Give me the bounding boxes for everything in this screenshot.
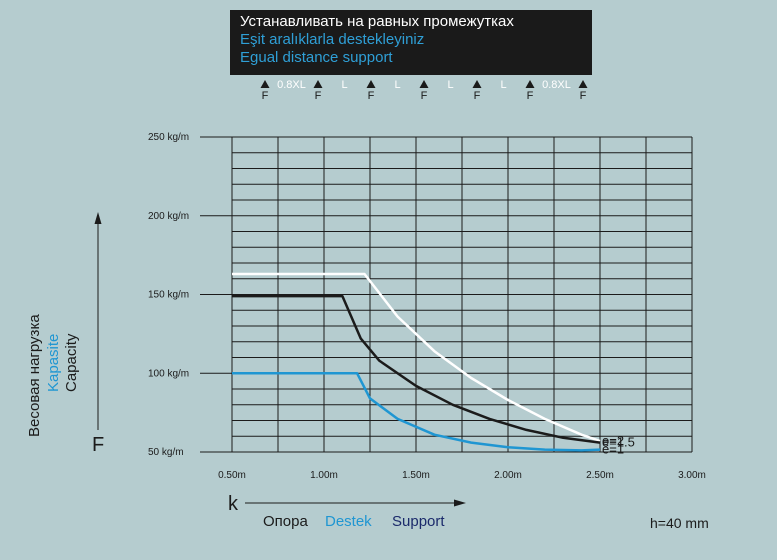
series-label: e=1 [602, 442, 624, 457]
header-line-en: Egual distance support [240, 49, 393, 66]
y-tick-label: 100 kg/m [148, 368, 189, 379]
y-tick-label: 250 kg/m [148, 132, 189, 143]
support-arrow [525, 80, 535, 88]
support-arrow [419, 80, 429, 88]
series-label: e=2 [602, 433, 624, 448]
header-line-ru: Устанавливать на равных промежутках [240, 13, 514, 30]
chart-grid [200, 136, 693, 453]
y-axis-label-ru: Весовая нагрузка [26, 314, 43, 437]
y-axis-symbol: F [92, 434, 105, 456]
x-axis-label-en: Support [392, 513, 445, 530]
series-lines: e=2e=1.5e=1 [232, 272, 635, 457]
x-axis-label-tr: Destek [325, 513, 372, 530]
y-axis-label-en: Capacity [63, 333, 80, 392]
support-label: F [262, 90, 269, 102]
support-label: F [474, 90, 481, 102]
span-label: L [500, 79, 506, 91]
support-label: F [315, 90, 322, 102]
series-line-e-1-5 [232, 294, 601, 444]
x-tick-label: 1.00m [310, 470, 338, 481]
support-arrow [260, 80, 270, 88]
series-label: e=1.5 [602, 435, 635, 450]
series-line-e-2 [232, 272, 601, 443]
header-line-tr: Eşit aralıklarla destekleyiniz [240, 31, 425, 48]
y-tick-label: 150 kg/m [148, 290, 189, 301]
y-axis-label-tr: Kapasite [45, 333, 62, 392]
span-label: L [341, 79, 347, 91]
axis-arrows [94, 212, 466, 507]
support-label: F [368, 90, 375, 102]
y-tick-label: 200 kg/m [148, 211, 189, 222]
span-label: 0.8XL [542, 79, 571, 91]
support-arrow [472, 80, 482, 88]
x-tick-label: 0.50m [218, 470, 246, 481]
x-tick-label: 2.50m [586, 470, 614, 481]
support-arrow [578, 80, 588, 88]
support-arrow [366, 80, 376, 88]
support-label: F [580, 90, 587, 102]
y-tick-label: 50 kg/m [148, 447, 184, 458]
support-label: F [421, 90, 428, 102]
x-tick-label: 3.00m [678, 470, 706, 481]
x-tick-label: 2.00m [494, 470, 522, 481]
support-arrow [313, 80, 323, 88]
x-axis-arrow-head [454, 499, 466, 507]
span-label: L [394, 79, 400, 91]
tick-labels: 50 kg/m 100 kg/m 150 kg/m 200 kg/m 250 kg/m 0… [148, 132, 706, 481]
height-note: h=40 mm [650, 515, 709, 531]
y-axis-arrow-head [94, 212, 102, 224]
x-axis-symbol: k [228, 493, 238, 515]
x-axis-label-ru: Опора [263, 513, 308, 530]
span-label: 0.8XL [277, 79, 306, 91]
support-diagram: F F F F F F F 0.8XL L L L L 0.8XL [260, 79, 588, 102]
span-label: L [447, 79, 453, 91]
header-box: Устанавливать на равных промежутках Eşit… [230, 10, 592, 75]
support-label: F [527, 90, 534, 102]
x-tick-label: 1.50m [402, 470, 430, 481]
series-line-e-1 [232, 372, 601, 452]
